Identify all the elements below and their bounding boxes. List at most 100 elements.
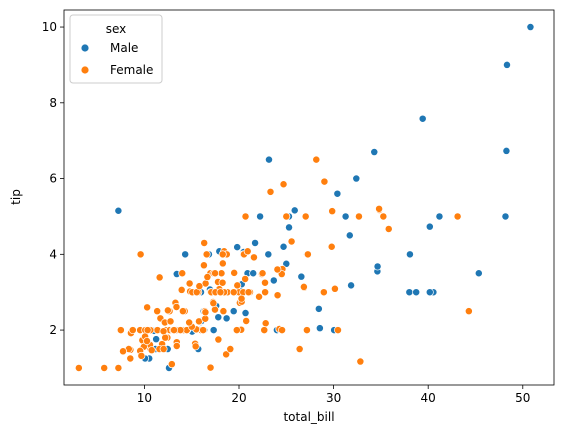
point-female-11 — [295, 345, 304, 353]
points-layer — [74, 23, 535, 372]
y-tick-label-8: 8 — [49, 96, 57, 110]
point-male-35 — [405, 288, 414, 297]
point-male-31 — [222, 314, 231, 323]
point-female-77 — [243, 247, 252, 256]
point-female-85 — [136, 250, 145, 259]
point-female-171 — [159, 327, 168, 336]
x-tick-label-50: 50 — [515, 391, 530, 405]
point-male-20 — [315, 324, 324, 333]
point-female-140 — [237, 294, 246, 303]
point-female-173 — [334, 326, 342, 335]
point-male-119 — [345, 231, 354, 240]
point-female-53 — [116, 326, 125, 335]
x-axis-ticks: 10 20 30 40 50 — [137, 385, 530, 405]
point-female-172 — [170, 326, 178, 335]
point-male-2 — [269, 276, 278, 285]
point-female-164 — [355, 212, 363, 221]
y-tick-label-2: 2 — [49, 323, 57, 337]
point-female-174 — [201, 308, 210, 317]
point-female-7 — [143, 303, 152, 312]
point-female-73 — [384, 224, 393, 233]
point-female-102 — [229, 288, 238, 297]
point-male-110 — [251, 238, 260, 247]
point-female-108 — [209, 299, 218, 308]
point-female-175 — [233, 281, 242, 290]
point-female-179 — [137, 351, 146, 360]
point-male-158 — [290, 206, 299, 215]
point-female-156 — [185, 318, 194, 327]
point-female-119 — [163, 306, 172, 315]
point-male-188 — [347, 281, 356, 290]
point-female-80 — [312, 155, 321, 164]
point-male-178 — [418, 114, 427, 123]
point-male-36 — [152, 335, 161, 344]
point-male-97 — [114, 206, 123, 215]
point-male-69 — [425, 222, 434, 231]
point-male-191 — [279, 242, 288, 251]
point-female-18 — [178, 269, 187, 278]
point-male-161 — [249, 269, 258, 278]
point-female-95 — [219, 307, 228, 316]
legend-label-female: Female — [110, 63, 153, 77]
point-female-143 — [199, 261, 208, 270]
point-male-32 — [341, 212, 350, 221]
y-axis-label: tip — [9, 189, 23, 205]
point-male-148 — [435, 212, 444, 221]
x-tick-label-20: 20 — [231, 391, 246, 405]
point-female-118 — [172, 342, 181, 350]
point-female-83 — [114, 364, 123, 372]
point-female-163 — [266, 187, 275, 196]
point-male-153 — [297, 272, 306, 281]
point-female-168 — [214, 335, 223, 344]
point-female-177 — [260, 326, 269, 335]
point-female-56 — [185, 279, 194, 288]
point-male-137 — [474, 269, 483, 278]
point-female-154 — [191, 342, 200, 351]
point-male-138 — [265, 155, 273, 164]
point-female-71 — [226, 345, 235, 353]
point-female-0 — [206, 363, 215, 372]
point-male-34 — [209, 326, 218, 335]
point-female-14 — [261, 278, 269, 287]
point-female-147 — [119, 347, 127, 356]
x-tick-label-40: 40 — [421, 391, 436, 405]
point-female-72 — [255, 292, 263, 301]
point-female-170 — [195, 282, 204, 291]
point-female-100 — [161, 333, 170, 342]
point-female-122 — [218, 278, 227, 287]
y-tick-label-4: 4 — [49, 247, 57, 261]
point-female-50 — [222, 350, 231, 359]
point-male-196 — [233, 243, 242, 252]
point-female-128 — [244, 288, 253, 297]
point-female-178 — [279, 180, 288, 189]
point-male-139 — [425, 288, 434, 297]
point-female-61 — [155, 273, 164, 282]
y-axis-ticks: 2 4 6 8 10 — [42, 20, 64, 337]
point-female-169 — [143, 337, 151, 346]
point-female-74 — [302, 326, 311, 335]
point-female-84 — [282, 212, 291, 221]
y-tick-label-6: 6 — [49, 172, 57, 186]
point-female-79 — [200, 238, 209, 247]
legend-marker-female — [80, 65, 90, 75]
point-male-103 — [264, 250, 273, 259]
point-male-19 — [352, 174, 361, 183]
point-female-146 — [159, 345, 168, 353]
point-female-87 — [211, 305, 219, 314]
point-female-137 — [172, 303, 181, 311]
point-female-90 — [126, 354, 135, 363]
point-female-161 — [203, 273, 212, 281]
point-female-160 — [242, 317, 251, 325]
x-axis-label: total_bill — [283, 410, 334, 424]
point-female-104 — [330, 284, 339, 293]
legend-title: sex — [106, 22, 127, 36]
legend-label-male: Male — [110, 41, 138, 55]
point-female-162 — [232, 326, 241, 335]
point-male-199 — [181, 250, 190, 259]
point-male-176 — [282, 259, 291, 268]
point-female-157 — [258, 269, 267, 278]
point-female-26 — [273, 291, 282, 300]
point-female-159 — [199, 326, 208, 335]
point-female-62 — [147, 346, 156, 355]
legend-box — [69, 14, 163, 84]
